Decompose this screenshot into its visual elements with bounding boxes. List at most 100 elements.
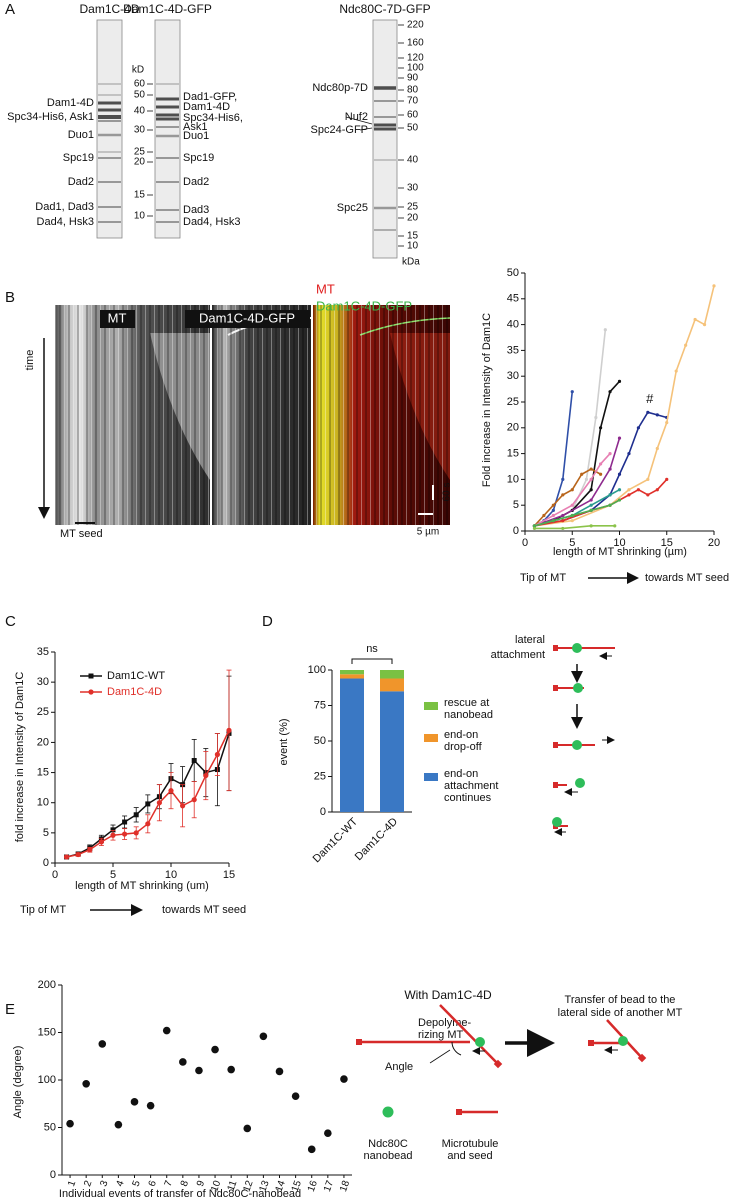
ladder-size: 25 [134, 147, 146, 158]
point [627, 493, 631, 497]
panel-letter: E [5, 1001, 15, 1018]
y-tick-label: 15 [507, 448, 519, 460]
point [570, 503, 574, 507]
point [561, 493, 565, 497]
point [110, 827, 116, 833]
gel-band [98, 101, 121, 105]
y-tick-label: 100 [308, 664, 326, 676]
seed-key [456, 1109, 462, 1115]
legend-text: rescue at nanobead [444, 697, 493, 721]
gel-band [98, 221, 121, 223]
bar-segment [340, 670, 364, 675]
bar-segment [340, 678, 364, 812]
point [665, 421, 669, 425]
diagram-label: Transfer of bead to the [565, 994, 676, 1006]
ladder-size: 70 [407, 96, 419, 107]
series-line [534, 499, 620, 527]
point [203, 772, 209, 779]
gel-band [98, 151, 121, 153]
point [214, 751, 220, 758]
point [88, 673, 94, 679]
leader [359, 127, 373, 131]
point [617, 472, 622, 476]
merge-label: MT [316, 281, 335, 296]
point [82, 1080, 90, 1088]
seed [356, 1039, 362, 1045]
y-tick-label: 35 [37, 646, 49, 658]
diagram-label: lateral side of another MT [558, 1007, 683, 1019]
y-tick-label: 5 [43, 827, 49, 839]
annotation: # [646, 391, 654, 406]
y-axis-label: Angle (degree) [12, 1046, 24, 1119]
y-axis-label: event (%) [278, 718, 290, 765]
y-tick-label: 40 [507, 319, 519, 331]
gel-band [156, 134, 179, 138]
gel-lane [154, 19, 181, 239]
ladder-size: 20 [407, 213, 419, 224]
gel-band [374, 127, 396, 131]
series-line [534, 453, 611, 527]
point [551, 508, 555, 512]
point [570, 488, 574, 492]
kymograph: MT Dam1C-4D-GFP MT Dam1C-4D-GFP time MT … [24, 281, 453, 539]
gel-title: Dam1C-4D-GFP [123, 2, 212, 16]
point [603, 328, 607, 332]
gel-title: Ndc80C-7D-GFP [339, 2, 430, 16]
point [133, 830, 139, 836]
gel-band [156, 157, 179, 159]
y-tick-label: 25 [37, 706, 49, 718]
gel-band [374, 86, 396, 90]
point [340, 1075, 348, 1083]
leader [345, 116, 373, 125]
key-label: Microtubule [442, 1138, 499, 1150]
ladder-size: 100 [407, 63, 424, 74]
gel-band [156, 97, 179, 101]
point [551, 519, 555, 523]
point [674, 369, 678, 373]
x-tick-label: 0 [52, 869, 58, 881]
nanobead [575, 778, 585, 788]
merge-label: Dam1C-4D-GFP [316, 298, 412, 313]
series-line [534, 380, 621, 527]
y-tick-label: 0 [43, 857, 49, 869]
bar-segment [380, 670, 404, 679]
bar-segment [380, 691, 404, 812]
time-label: time [24, 350, 36, 371]
point [191, 758, 197, 764]
ladder-size: 50 [407, 123, 419, 134]
point [243, 1124, 252, 1133]
x-tick-label: 8 [179, 1179, 191, 1188]
series-line [534, 329, 607, 527]
y-axis-label: fold increase in Intensity of Dam1C [14, 672, 26, 843]
point [179, 1058, 187, 1066]
point [114, 1120, 123, 1129]
diagram-label: attachment [491, 649, 545, 661]
band-label: Nuf2 [345, 111, 368, 123]
point [162, 1026, 171, 1035]
ladder-size: 10 [134, 211, 146, 222]
direction-label: Tip of MT [520, 572, 566, 584]
point [655, 446, 659, 451]
y-tick-label: 75 [314, 699, 326, 711]
point [627, 452, 631, 456]
seed [553, 742, 558, 748]
point [211, 1045, 219, 1054]
gel-band [98, 157, 121, 159]
series-line [534, 525, 615, 530]
x-tick-label: 14 [274, 1179, 288, 1194]
ladder-size: 50 [134, 90, 146, 101]
y-tick-label: 35 [507, 344, 519, 356]
point [291, 1092, 300, 1100]
annotation: ns [366, 643, 378, 655]
point [561, 477, 565, 481]
point [594, 415, 598, 420]
x-tick-label: 17 [322, 1179, 336, 1194]
ladder-size: 15 [407, 231, 419, 242]
x-tick-label: 5 [110, 869, 116, 881]
ladder-unit: kDa [402, 257, 420, 268]
kymo-texture [313, 305, 450, 525]
ladder-size: 40 [134, 106, 146, 117]
legend-swatch [424, 773, 438, 781]
point [599, 426, 603, 430]
band-label: Duo1 [183, 130, 209, 142]
